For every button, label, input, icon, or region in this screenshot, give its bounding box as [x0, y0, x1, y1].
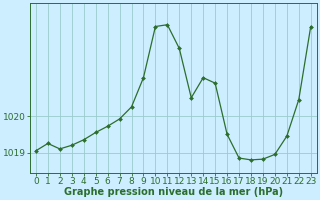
X-axis label: Graphe pression niveau de la mer (hPa): Graphe pression niveau de la mer (hPa)	[64, 187, 283, 197]
